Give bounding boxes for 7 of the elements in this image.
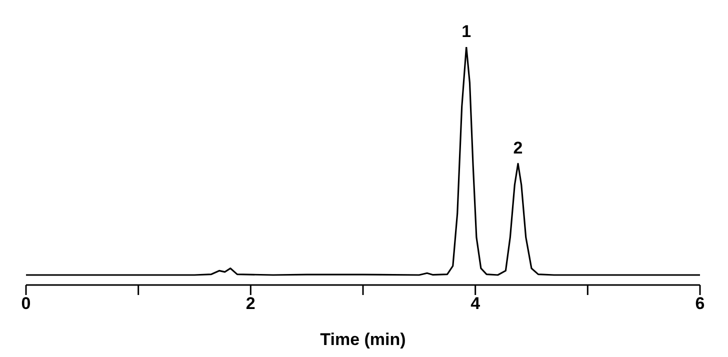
x-axis-title: Time (min) — [320, 330, 406, 349]
x-tick-label: 0 — [21, 294, 31, 314]
x-tick-label: 6 — [695, 294, 705, 314]
annotation: 2 — [513, 138, 523, 158]
x-tick-label: 4 — [470, 294, 481, 314]
x-tick-label: 2 — [246, 294, 256, 314]
annotation: 1 — [462, 22, 472, 41]
